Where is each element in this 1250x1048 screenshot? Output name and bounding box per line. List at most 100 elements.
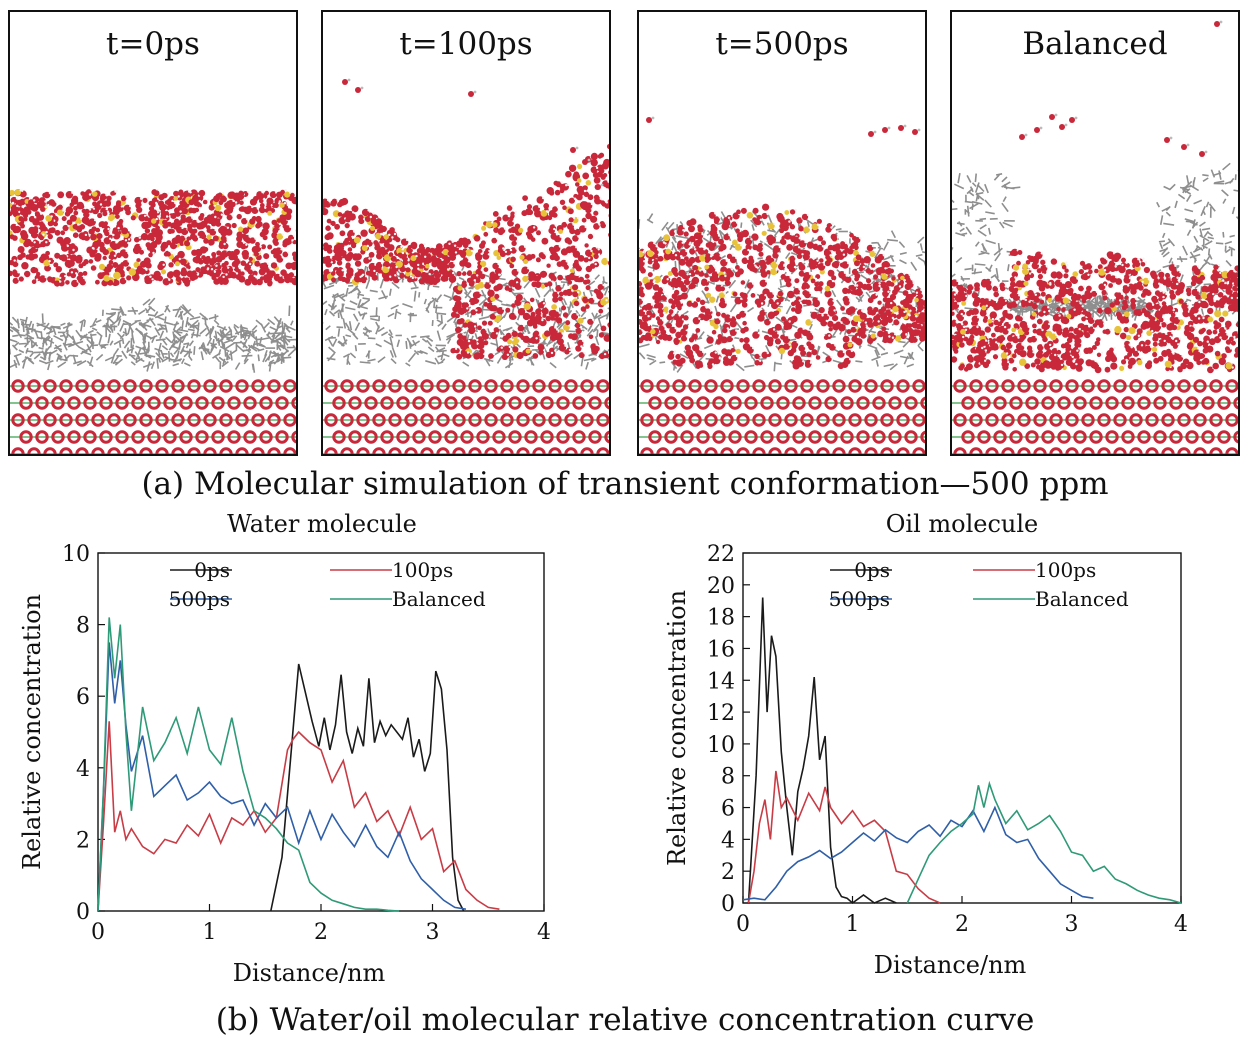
oil-chain bbox=[923, 261, 925, 267]
substrate-ring bbox=[564, 413, 578, 427]
water-molecule bbox=[90, 233, 97, 241]
oil-chain bbox=[790, 251, 798, 256]
water-molecule bbox=[339, 246, 344, 251]
water-molecule bbox=[361, 278, 367, 284]
substrate-ring bbox=[51, 396, 65, 410]
oil-chain bbox=[411, 335, 417, 338]
water-molecule bbox=[88, 259, 94, 264]
water-molecule bbox=[53, 221, 58, 227]
substrate-ring bbox=[364, 396, 378, 410]
water-molecule bbox=[516, 351, 524, 360]
water-molecule bbox=[410, 241, 418, 249]
substrate-ring bbox=[348, 396, 362, 410]
oil-chain bbox=[269, 326, 277, 331]
water-molecule bbox=[774, 338, 782, 345]
oil-chain bbox=[280, 343, 289, 353]
water-molecule bbox=[735, 348, 741, 354]
substrate-ring bbox=[211, 396, 225, 410]
snapshot-panel-100ps: t=100ps bbox=[321, 10, 611, 456]
water-molecule bbox=[580, 306, 587, 312]
substrate-ring bbox=[412, 396, 426, 410]
oil-chain bbox=[434, 357, 440, 365]
substrate-ring bbox=[404, 447, 418, 454]
substrate-ring bbox=[332, 396, 346, 410]
hydrogen-atom bbox=[843, 271, 847, 274]
hydrogen-atom bbox=[266, 262, 270, 265]
oil-chain bbox=[98, 335, 103, 346]
hydrogen-atom bbox=[723, 292, 726, 295]
oil-chain bbox=[13, 353, 22, 358]
oil-chain bbox=[341, 303, 344, 313]
water-molecule bbox=[610, 242, 611, 247]
water-molecule bbox=[575, 327, 582, 335]
water-molecule bbox=[752, 244, 759, 251]
hydrogen-atom bbox=[198, 206, 201, 210]
water-molecule bbox=[348, 271, 354, 277]
oil-chain bbox=[212, 352, 221, 359]
water-molecule bbox=[493, 327, 500, 333]
oil-chain bbox=[172, 362, 180, 367]
oil-chain bbox=[145, 345, 150, 355]
substrate-ring bbox=[428, 430, 442, 444]
water-molecule bbox=[562, 323, 570, 331]
water-molecule bbox=[494, 293, 500, 299]
water-molecule bbox=[57, 209, 64, 216]
water-molecule bbox=[483, 267, 489, 272]
water-molecule bbox=[548, 246, 555, 252]
water-molecule bbox=[569, 268, 575, 274]
hydrogen-atom bbox=[77, 223, 80, 226]
water-molecule bbox=[658, 334, 664, 340]
hydrogen-atom bbox=[678, 314, 681, 317]
oil-chain bbox=[893, 349, 904, 355]
water-molecule bbox=[203, 247, 209, 252]
water-molecule bbox=[726, 336, 733, 343]
water-molecule bbox=[729, 256, 737, 264]
hydrogen-atom bbox=[277, 240, 281, 243]
oil-chain bbox=[436, 319, 443, 324]
substrate-ring bbox=[67, 430, 81, 444]
oil-chain bbox=[413, 290, 417, 302]
hydrogen-atom bbox=[44, 200, 47, 203]
water-molecule bbox=[72, 224, 78, 230]
oil-chain bbox=[567, 306, 571, 315]
hydrogen-atom bbox=[608, 297, 609, 300]
water-molecule bbox=[538, 349, 544, 355]
oil-chain bbox=[729, 302, 738, 313]
water-molecule bbox=[208, 270, 215, 277]
water-molecule bbox=[162, 219, 168, 226]
water-molecule bbox=[17, 246, 25, 253]
oil-chain bbox=[208, 315, 219, 320]
water-molecule bbox=[197, 230, 206, 239]
water-molecule bbox=[793, 288, 800, 295]
water-molecule bbox=[545, 351, 553, 359]
hydrogen-atom bbox=[469, 238, 473, 241]
water-molecule bbox=[585, 304, 590, 309]
oil-chain bbox=[367, 358, 376, 362]
oil-chain bbox=[860, 274, 869, 281]
hydrogen-atom bbox=[597, 253, 601, 256]
oil-chain bbox=[173, 354, 179, 363]
water-molecule bbox=[256, 221, 263, 228]
water-molecule bbox=[578, 276, 584, 283]
water-molecule bbox=[537, 343, 545, 351]
substrate-ring bbox=[580, 379, 594, 393]
water-molecule bbox=[72, 232, 79, 238]
hydrogen-atom bbox=[371, 240, 374, 243]
oil-chain bbox=[557, 321, 566, 331]
water-molecule bbox=[258, 198, 264, 204]
water-molecule bbox=[565, 320, 571, 326]
substrate-ring bbox=[283, 413, 296, 427]
hydrogen-atom bbox=[498, 293, 501, 296]
oil-chain bbox=[785, 252, 791, 260]
water-layer bbox=[639, 203, 925, 370]
hydrogen-atom bbox=[401, 251, 405, 255]
hydrogen-atom bbox=[347, 78, 351, 82]
water-molecule bbox=[558, 291, 564, 297]
substrate-ring bbox=[187, 379, 201, 393]
oil-chain bbox=[181, 332, 188, 344]
water-molecule bbox=[240, 271, 245, 276]
oil-chain bbox=[867, 344, 878, 350]
water-molecule bbox=[806, 351, 812, 358]
oil-chain bbox=[345, 306, 356, 311]
hydrogen-atom bbox=[77, 209, 81, 213]
